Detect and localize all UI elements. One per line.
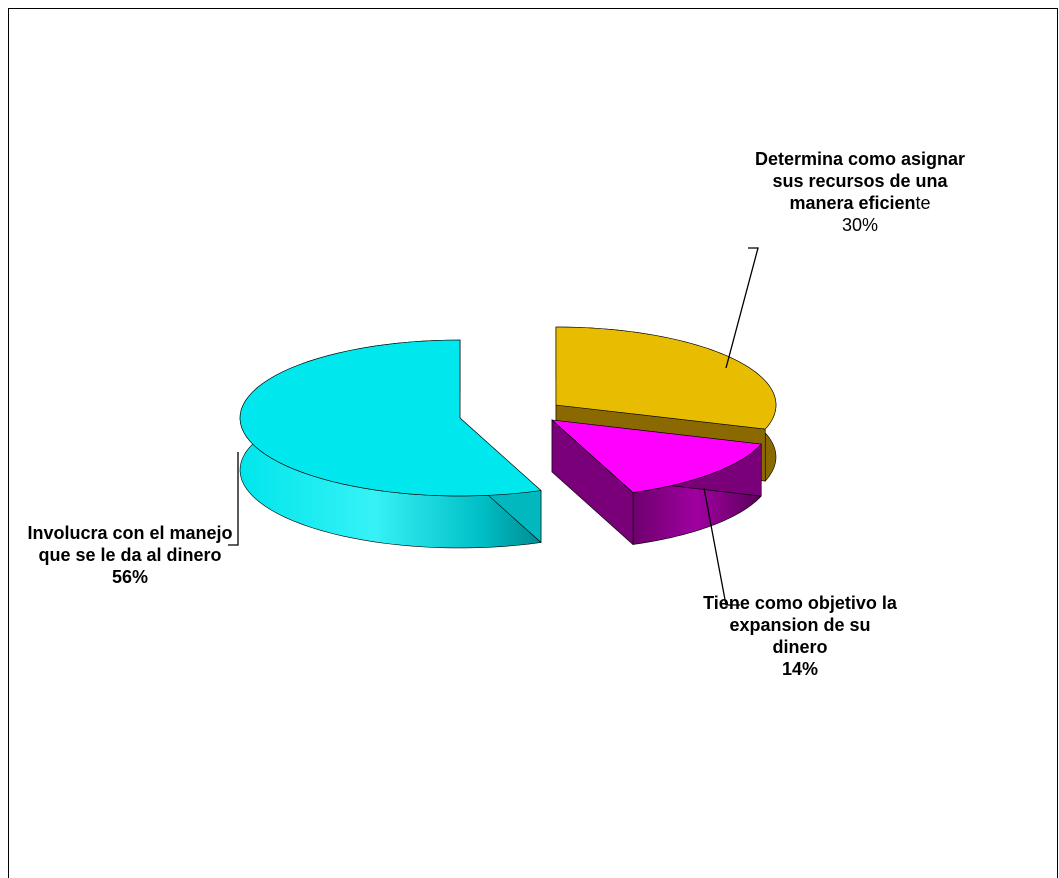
slice-determina-top xyxy=(555,326,777,430)
slice-label-involucra: Involucra con el manejo que se le da al … xyxy=(27,523,233,565)
slice-tiene-top xyxy=(551,419,762,493)
data-label-determina: Determina como asignar sus recursos de u… xyxy=(740,148,980,236)
slice-value-involucra: 56% xyxy=(111,567,149,587)
slice-label-determina-text: Determina como asignar sus recursos de u… xyxy=(754,149,966,213)
slice-label-determina: Determina como asignar sus recursos de u… xyxy=(740,148,980,214)
slice-tiene xyxy=(551,419,762,546)
slice-value-tiene: 14% xyxy=(781,659,819,679)
data-label-tiene: Tiene como objetivo la expansion de su d… xyxy=(700,592,900,680)
data-label-involucra: Involucra con el manejo que se le da al … xyxy=(10,522,250,588)
leader-line-tiene xyxy=(703,487,740,606)
slice-involucra xyxy=(239,339,542,549)
slice-label-determina-tail: te xyxy=(915,193,931,213)
slice-value-determina: 30% xyxy=(841,215,879,235)
leader-line-determina xyxy=(725,247,759,369)
leader-line-involucra xyxy=(228,452,239,546)
slice-involucra-top xyxy=(239,339,542,497)
slice-label-tiene: Tiene como objetivo la expansion de su d… xyxy=(703,593,897,657)
chart-frame xyxy=(8,8,1058,878)
